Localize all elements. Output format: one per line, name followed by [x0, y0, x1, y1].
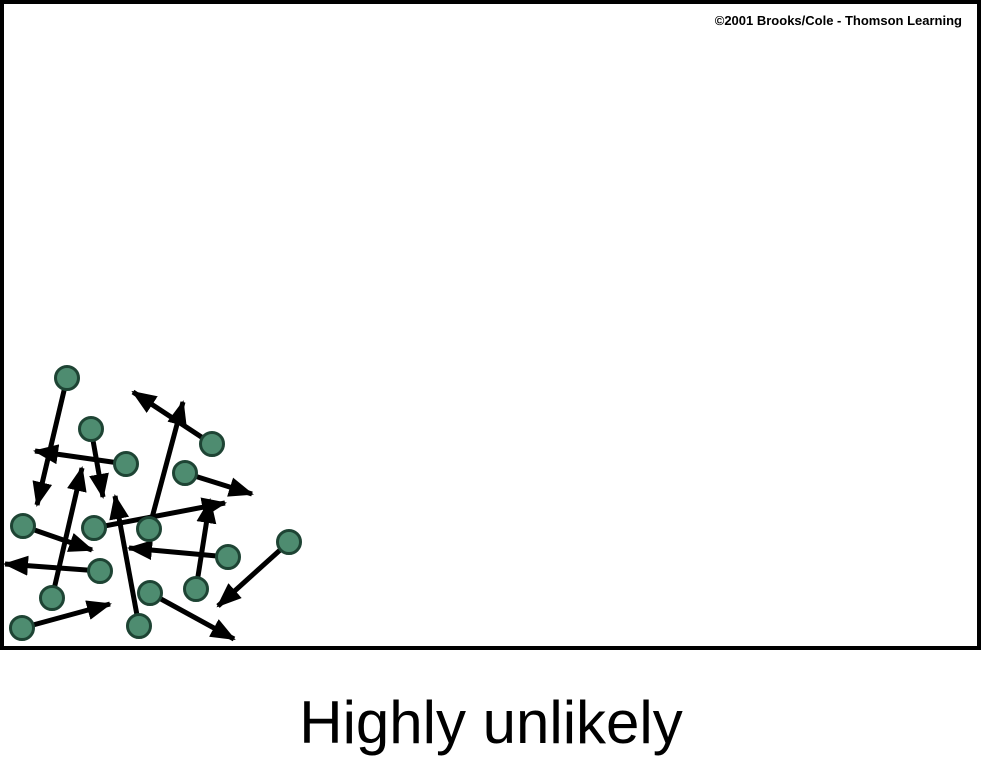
molecule-icon	[78, 416, 104, 442]
velocity-arrow	[148, 590, 236, 642]
velocity-arrow	[3, 555, 101, 576]
velocity-arrow	[146, 400, 187, 530]
molecule-icon	[137, 580, 163, 606]
molecule-icon	[39, 585, 65, 611]
molecules	[9, 365, 302, 641]
velocity-arrow	[49, 466, 87, 599]
caption: Highly unlikely	[299, 689, 683, 756]
velocity-arrow	[216, 540, 291, 608]
velocity-arrow	[33, 444, 127, 467]
molecule-icon	[172, 460, 198, 486]
molecule-icon	[54, 365, 80, 391]
velocity-arrow	[193, 498, 217, 590]
molecule-icon	[9, 615, 35, 641]
velocity-arrow	[21, 600, 112, 631]
molecule-icon	[10, 513, 36, 539]
velocity-arrow	[32, 377, 70, 507]
molecule-icon	[276, 529, 302, 555]
molecule-icon	[183, 576, 209, 602]
velocity-arrows	[3, 377, 291, 642]
velocity-arrow	[109, 494, 142, 627]
molecule-icon	[199, 431, 225, 457]
molecule-icon	[81, 515, 107, 541]
container-box	[0, 0, 981, 650]
velocity-arrow	[127, 540, 229, 561]
molecule-icon	[126, 613, 152, 639]
molecule-icon	[87, 558, 113, 584]
molecule-icon	[113, 451, 139, 477]
molecule-icon	[215, 544, 241, 570]
copyright-notice: ©2001 Brooks/Cole - Thomson Learning	[714, 13, 962, 28]
molecule-icon	[136, 516, 162, 542]
